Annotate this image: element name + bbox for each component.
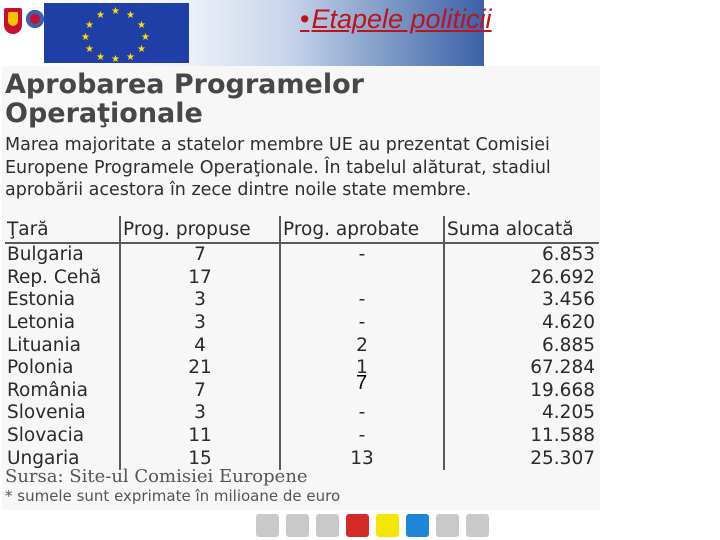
amount-cell: 3.456 [443, 289, 599, 312]
column-header-amount: Suma alocată [443, 216, 599, 244]
color-square [466, 514, 489, 537]
color-square [256, 514, 279, 537]
coat-of-arms-icon [0, 0, 44, 66]
newspaper-clipping: Aprobarea Programelor Operaţionale Marea… [2, 66, 600, 510]
table-row: Ungaria 15 13 25.307 [5, 447, 599, 470]
overlay-text: 7 [356, 372, 368, 394]
approved-cell: - [279, 311, 444, 335]
amount-cell: 26.692 [443, 266, 599, 290]
slide-title: Etapele politicii [300, 4, 491, 35]
proposed-cell: 4 [119, 334, 280, 357]
country-cell: Rep. Cehă [7, 266, 102, 288]
approved-cell: - [279, 289, 444, 312]
proposed-cell: 3 [119, 402, 280, 425]
table-row: Estonia 3 - 3.456 [5, 289, 599, 312]
proposed-cell: 3 [119, 311, 280, 335]
source-caption: Sursa: Site-ul Comisiei Europene [5, 466, 308, 487]
table-header-row: Ţară Prog. propuse Prog. aprobate Suma a… [5, 216, 599, 244]
approved-cell [279, 379, 444, 403]
column-header-approved: Prog. aprobate [279, 216, 444, 244]
approved-cell: - [279, 243, 444, 267]
table-row: Lituania 4 2 6.885 [5, 334, 599, 357]
amount-cell: 19.668 [443, 379, 599, 403]
proposed-cell: 17 [119, 266, 280, 290]
footnote: * sumele sunt exprimate în milioane de e… [5, 487, 341, 505]
color-square [286, 514, 309, 537]
table-row: Bulgaria 7 - 6.853 [5, 243, 599, 267]
table-row: Slovacia 11 - 11.588 [5, 424, 599, 448]
proposed-cell: 7 [119, 379, 280, 403]
color-square [316, 514, 339, 537]
article-heading: Aprobarea Programelor Operaţionale [5, 69, 364, 129]
country-cell: Lituania [7, 334, 81, 356]
amount-cell: 25.307 [443, 447, 599, 470]
amount-cell: 11.588 [443, 424, 599, 448]
country-cell: Polonia [7, 357, 74, 379]
table-row: Slovenia 3 - 4.205 [5, 402, 599, 425]
amount-cell: 6.885 [443, 334, 599, 357]
column-header-proposed: Prog. propuse [119, 216, 280, 244]
country-cell: Slovenia [7, 402, 86, 424]
table-row: Rep. Cehă 17 26.692 [5, 266, 599, 290]
amount-cell: 67.284 [443, 356, 599, 380]
proposed-cell: 21 [119, 356, 280, 380]
color-square [376, 514, 399, 537]
country-cell: Bulgaria [7, 244, 84, 266]
proposed-cell: 11 [119, 424, 280, 448]
color-squares [256, 514, 489, 538]
approved-cell: 13 [279, 447, 444, 470]
proposed-cell: 7 [119, 243, 280, 267]
approved-cell: - [279, 424, 444, 448]
country-cell: Ungaria [7, 447, 80, 469]
table-row: România 7 19.668 [5, 379, 599, 403]
color-square [346, 514, 369, 537]
eu-flag-icon: ★ ★ ★ ★ ★ ★ ★ ★ ★ ★ ★ ★ [44, 3, 189, 65]
programs-table: Ţară Prog. propuse Prog. aprobate Suma a… [5, 216, 599, 470]
country-cell: Letonia [7, 312, 76, 334]
amount-cell: 6.853 [443, 243, 599, 267]
approved-cell: 2 [279, 334, 444, 357]
column-header-country: Ţară [5, 216, 120, 244]
table-row: Polonia 21 1 67.284 [5, 356, 599, 380]
color-square [406, 514, 429, 537]
amount-cell: 4.620 [443, 311, 599, 335]
amount-cell: 4.205 [443, 402, 599, 425]
article-intro: Marea majoritate a statelor membre UE au… [5, 135, 551, 200]
proposed-cell: 15 [119, 447, 280, 470]
country-cell: Estonia [7, 289, 76, 311]
approved-cell [279, 266, 444, 290]
proposed-cell: 3 [119, 289, 280, 312]
approved-cell: 1 [279, 356, 444, 380]
table-row: Letonia 3 - 4.620 [5, 311, 599, 335]
country-cell: România [7, 379, 88, 401]
color-square [436, 514, 459, 537]
country-cell: Slovacia [7, 425, 85, 447]
approved-cell: - [279, 402, 444, 425]
